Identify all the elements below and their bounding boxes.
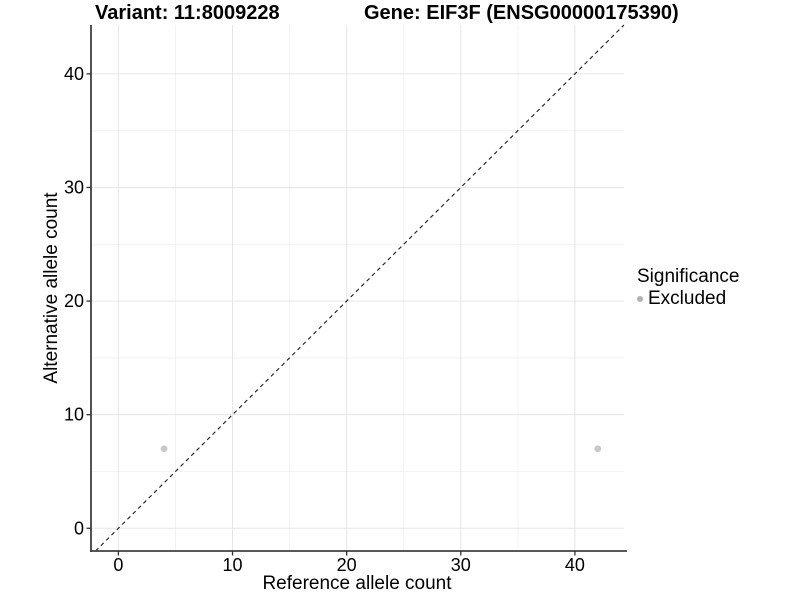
- data-point: [160, 445, 168, 453]
- data-point: [594, 445, 602, 453]
- y-tick-label: 40: [64, 64, 84, 84]
- x-tick-label: 10: [223, 555, 243, 575]
- y-tick-label: 20: [64, 291, 84, 311]
- legend: Significance Excluded: [637, 266, 739, 309]
- legend-item-excluded: Excluded: [637, 288, 739, 309]
- legend-title: Significance: [637, 266, 740, 287]
- y-tick-label: 10: [64, 405, 84, 425]
- legend-item-label: Excluded: [648, 288, 727, 309]
- x-tick-label: 40: [565, 555, 585, 575]
- y-tick-label: 30: [64, 177, 84, 197]
- y-axis-label: Alternative allele count: [41, 192, 62, 384]
- plot-title-gene: Gene: EIF3F (ENSG00000175390): [364, 2, 679, 24]
- legend-point-icon: [637, 295, 643, 302]
- plot-title-variant: Variant: 11:8009228: [95, 2, 280, 24]
- x-axis-label: Reference allele count: [262, 573, 452, 594]
- x-tick-label: 20: [337, 555, 357, 575]
- x-tick-label: 0: [113, 555, 123, 575]
- identity-line: [95, 24, 625, 552]
- x-tick-label: 30: [451, 555, 471, 575]
- y-tick-label: 0: [74, 518, 84, 538]
